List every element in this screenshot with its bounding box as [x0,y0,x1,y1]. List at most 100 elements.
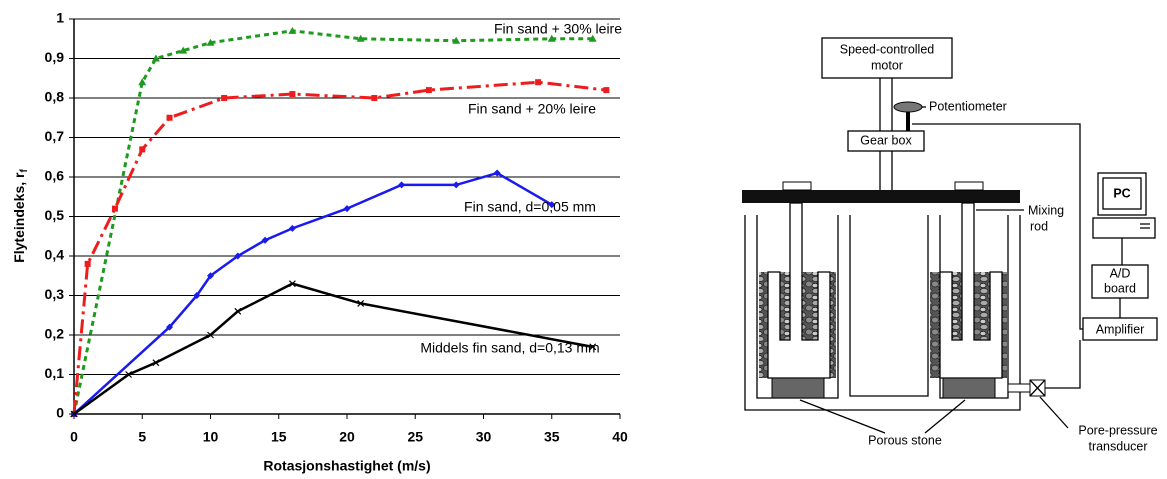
x-tick-label: 25 [407,429,423,445]
motor-box [821,37,953,79]
mixing-rod [939,202,1003,379]
transducer-label: Pore-pressure [1078,423,1157,437]
marker [588,34,597,42]
y-tick-label: 0,4 [45,247,65,263]
gear-box [847,130,925,152]
marker [425,87,432,94]
marker [234,252,242,260]
mixing-rod-label: Mixing [1028,203,1064,217]
apparatus-diagram: Speed-controlled motor Gear box Potentio… [742,37,1158,453]
marker [151,54,160,62]
potentiometer-label: Potentiometer [929,99,1007,113]
marker [589,343,597,351]
y-tick-label: 0,2 [45,326,65,342]
marker [288,280,296,288]
marker [493,169,501,177]
marker [84,260,91,267]
marker [179,46,188,54]
marker [206,38,215,46]
series-line [73,171,553,415]
transducer-label: transducer [1088,439,1147,453]
marker [207,272,214,280]
wire [1029,340,1081,429]
y-tick-label: 0,9 [45,49,65,65]
pc-label: PC [1113,186,1130,200]
chart: Rotasjonshastighet (m/s) Flyteindeks, rf… [11,10,628,474]
marker [371,95,378,101]
series-label: Fin sand, d=0,05 mm [464,199,596,215]
ad-label: board [1104,281,1136,295]
marker [261,236,269,244]
y-axis-label-sub: f [19,169,30,173]
marker [343,205,351,213]
pc-screen [1102,177,1142,210]
series-label: Middels fin sand, d=0,13 mm [420,340,599,356]
marker [398,181,406,189]
series-label: Fin sand + 20% leire [468,101,596,117]
bearing [954,181,984,191]
marker [452,36,461,44]
porous-stone-label: Porous stone [868,433,942,447]
amplifier-label: Amplifier [1096,322,1145,336]
porous-stone [942,377,996,399]
y-tick-label: 0 [56,405,64,421]
x-tick-label: 15 [271,429,287,445]
marker [289,91,296,98]
series-line [72,80,607,415]
pc-monitor [1097,172,1147,216]
x-tick-label: 20 [339,429,355,445]
motor-label: motor [871,58,903,72]
x-tick-label: 10 [203,429,219,445]
marker [234,307,242,315]
x-tick-label: 0 [70,429,78,445]
marker [139,146,146,153]
marker [138,78,147,86]
pipe [1007,383,1031,393]
y-axis-label: Flyteindeks, rf [11,169,30,263]
mixing-rod [767,202,831,379]
marker [70,410,78,418]
x-tick-label: 5 [138,429,146,445]
y-tick-label: 0,1 [45,365,65,381]
y-tick-label: 0,7 [45,128,65,144]
marker [221,95,228,101]
pc-base [1092,217,1156,239]
marker [356,34,365,42]
marker [603,87,610,94]
ad-board [1091,264,1149,299]
marker [166,323,174,331]
series-line [73,282,593,416]
ad-label: A/D [1110,266,1131,280]
marker [152,359,160,367]
y-axis-label-text: Flyteindeks, r [11,172,27,263]
mixing-rod-label: rod [1030,219,1048,233]
leader [799,399,966,434]
motor-label: Speed-controlled [840,42,935,56]
porous-stone [771,377,825,399]
lid [742,190,1020,203]
x-tick-label: 35 [544,429,560,445]
amplifier [1082,317,1158,341]
bearing [782,181,812,191]
marker [207,331,214,339]
marker [548,201,556,209]
x-tick-label: 30 [476,429,492,445]
y-tick-label: 0,3 [45,286,65,302]
y-tick-label: 1 [56,10,64,26]
gear-box-label: Gear box [860,133,912,147]
y-tick-label: 0,5 [45,207,65,223]
y-tick-label: 0,6 [45,168,65,184]
x-axis-label: Rotasjonshastighet (m/s) [263,458,430,474]
series-line [72,29,593,415]
wire [1119,223,1150,318]
marker [125,371,133,378]
marker [547,34,556,42]
series-label: Fin sand + 30% leire [494,21,622,37]
marker [111,205,118,212]
marker [193,292,201,299]
marker [166,114,173,121]
marker [535,79,542,86]
wire [912,123,1083,330]
marker [288,26,297,34]
